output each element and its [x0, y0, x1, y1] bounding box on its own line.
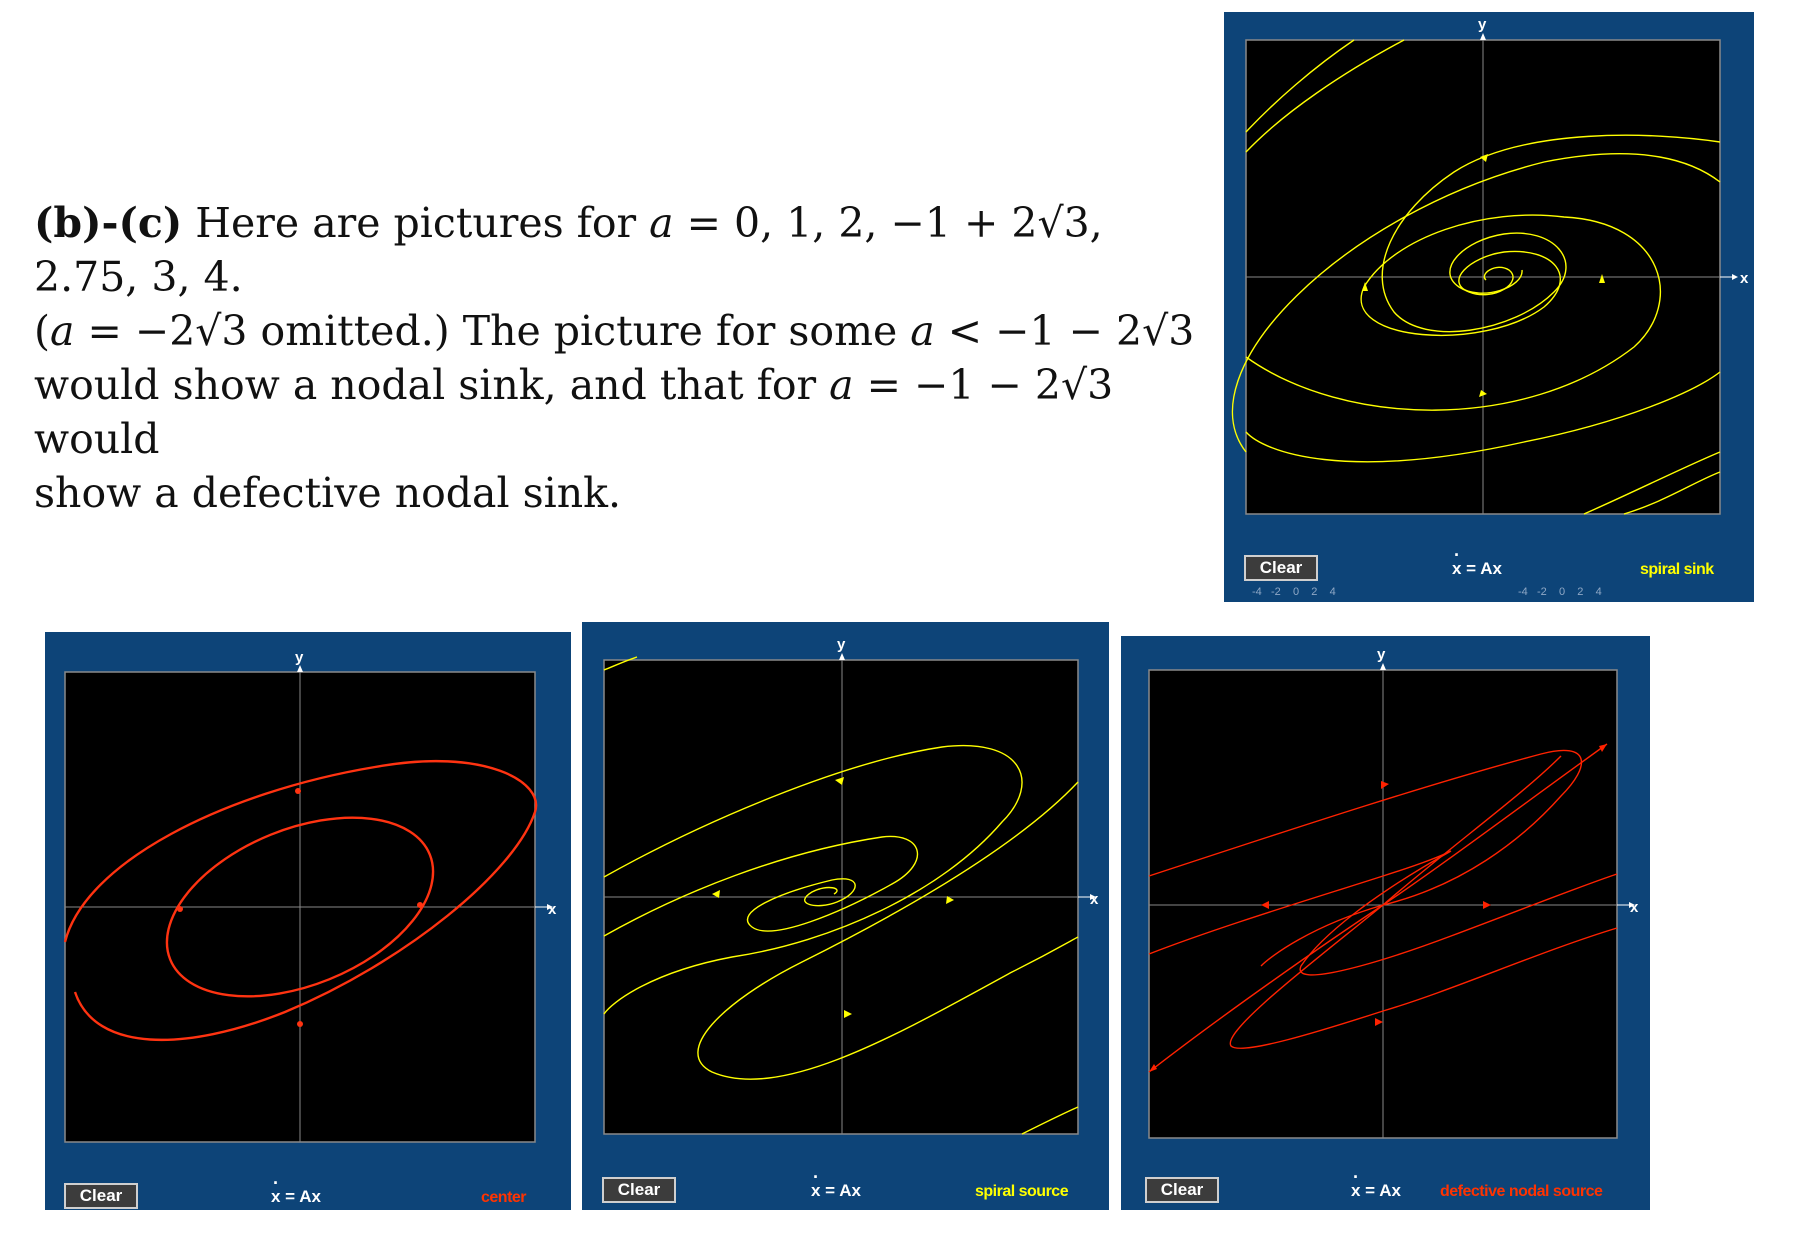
phase-panel-defective-nodal-source: x y Clear x = Ax defective nodal source	[1121, 636, 1650, 1210]
phase-plot[interactable]: x y	[1121, 636, 1650, 1210]
phase-plot[interactable]: x y	[45, 632, 571, 1210]
part-label: (b)-(c)	[34, 199, 183, 247]
text-run: = −1 − 2√3 would	[34, 361, 1114, 463]
type-label: defective nodal source	[1440, 1183, 1603, 1200]
y-axis-label: y	[837, 636, 846, 653]
x-axis-label: x	[1090, 891, 1099, 908]
y-axis-label: y	[1377, 646, 1386, 663]
text-run: would show a nodal sink, and that for	[34, 361, 830, 409]
trajectories	[1148, 743, 1618, 1073]
var-a: a	[50, 307, 75, 355]
clear-button[interactable]: Clear	[602, 1177, 676, 1203]
clear-button[interactable]: Clear	[1244, 555, 1318, 581]
text-run: Here are pictures for	[182, 199, 650, 247]
x-axis-label: x	[548, 901, 557, 918]
equation-label: x = Ax	[271, 1187, 321, 1207]
var-a: a	[829, 361, 854, 409]
text-run: (	[34, 307, 50, 355]
var-a: a	[649, 199, 674, 247]
equation-label: x = Ax	[811, 1181, 861, 1201]
equation-label: x = Ax	[1452, 559, 1502, 579]
type-label: spiral source	[975, 1183, 1069, 1200]
phase-plot[interactable]: x y	[582, 622, 1109, 1210]
phase-panel-center: x y Clear x = Ax center	[45, 632, 571, 1210]
trajectories	[603, 656, 1079, 1135]
phase-panel-spiral-sink: x y Clear x = Ax spiral sink -4 -2 0 2 4…	[1224, 12, 1754, 602]
x-axis-label: x	[1740, 270, 1749, 287]
y-axis-label: y	[295, 649, 304, 666]
var-a: a	[910, 307, 935, 355]
clear-button[interactable]: Clear	[1145, 1177, 1219, 1203]
problem-text: (b)-(c) Here are pictures for a = 0, 1, …	[34, 196, 1204, 520]
clear-button[interactable]: Clear	[64, 1183, 138, 1209]
trajectories	[1231, 39, 1721, 515]
text-run: show a defective nodal sink.	[34, 469, 622, 517]
tick-labels: -4 -2 0 2 4	[1518, 586, 1602, 598]
trajectories	[63, 759, 538, 1042]
equation-label: x = Ax	[1351, 1181, 1401, 1201]
tick-labels: -4 -2 0 2 4	[1252, 586, 1336, 598]
type-label: center	[481, 1189, 527, 1206]
phase-panel-spiral-source: x y Clear x = Ax spiral source	[582, 622, 1109, 1210]
text-run: < −1 − 2√3	[934, 307, 1195, 355]
phase-plot[interactable]: x y	[1224, 12, 1754, 602]
type-label: spiral sink	[1640, 561, 1714, 578]
y-axis-label: y	[1478, 16, 1487, 33]
text-run: = −2√3 omitted.) The picture for some	[74, 307, 911, 355]
text-run: = 0, 1, 2, −1 + 2√3, 2.75, 3, 4.	[34, 199, 1103, 301]
x-axis-label: x	[1630, 899, 1639, 916]
